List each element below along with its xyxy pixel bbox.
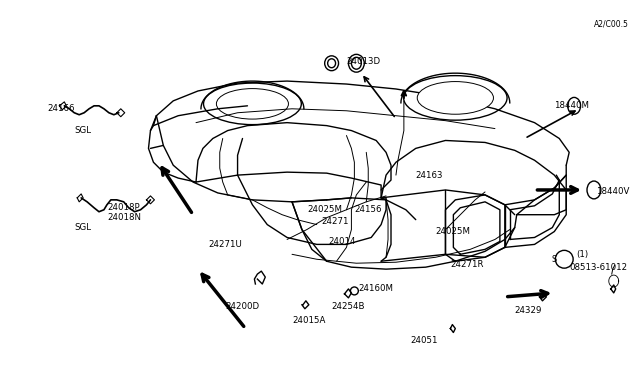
Ellipse shape xyxy=(417,81,493,114)
Text: S: S xyxy=(552,255,557,264)
Text: 24015A: 24015A xyxy=(292,316,325,325)
Text: 24013D: 24013D xyxy=(346,57,381,66)
Text: SGL: SGL xyxy=(74,223,92,232)
Text: 24271: 24271 xyxy=(322,217,349,226)
Text: 24051: 24051 xyxy=(411,336,438,345)
Text: 18440M: 18440M xyxy=(554,101,589,110)
Text: 24025M: 24025M xyxy=(436,227,470,236)
Text: 24200D: 24200D xyxy=(226,302,260,311)
Text: 24166: 24166 xyxy=(47,104,75,113)
Text: 24271U: 24271U xyxy=(208,240,242,249)
Text: 24018N: 24018N xyxy=(107,213,141,222)
Ellipse shape xyxy=(216,89,289,119)
Text: 24156: 24156 xyxy=(355,205,382,214)
Text: 18440V: 18440V xyxy=(596,187,629,196)
Text: 24025M: 24025M xyxy=(307,205,342,214)
Text: 24014: 24014 xyxy=(329,237,356,246)
Text: 24254B: 24254B xyxy=(332,302,365,311)
Text: 08513-61012: 08513-61012 xyxy=(569,263,627,272)
Text: 24018P: 24018P xyxy=(107,203,140,212)
Text: (1): (1) xyxy=(576,250,588,259)
Text: 24329: 24329 xyxy=(515,306,542,315)
Text: 24271R: 24271R xyxy=(451,260,484,269)
Text: 24160M: 24160M xyxy=(358,285,394,294)
Text: SGL: SGL xyxy=(74,126,92,135)
Text: A2/C00.5: A2/C00.5 xyxy=(594,19,629,28)
Text: 24163: 24163 xyxy=(416,171,444,180)
